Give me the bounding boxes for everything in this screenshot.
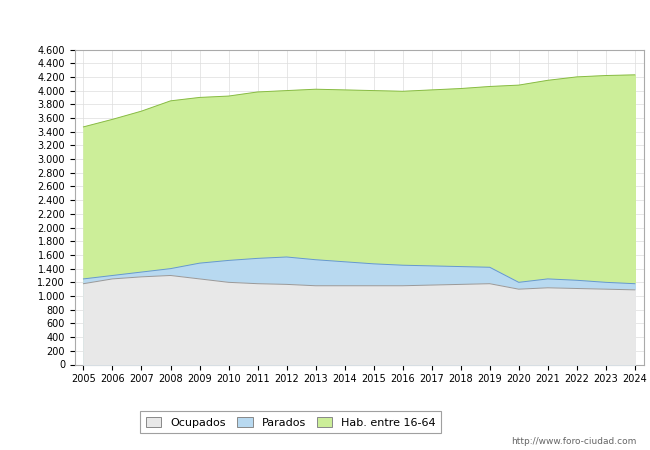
Text: http://www.foro-ciudad.com: http://www.foro-ciudad.com	[512, 436, 637, 446]
Text: Roda de Ter - Evolucion de la poblacion en edad de Trabajar Mayo de 2024: Roda de Ter - Evolucion de la poblacion …	[105, 14, 545, 27]
Legend: Ocupados, Parados, Hab. entre 16-64: Ocupados, Parados, Hab. entre 16-64	[140, 411, 441, 433]
